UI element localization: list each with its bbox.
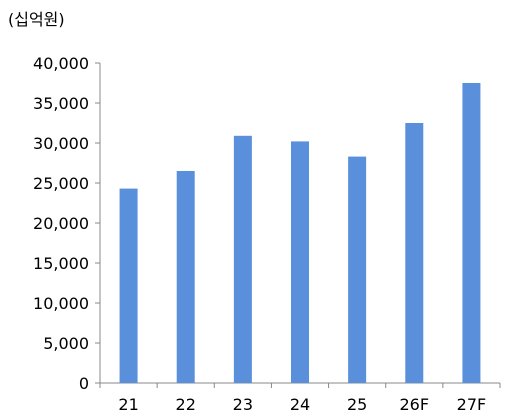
bar-24 (291, 141, 309, 383)
bar-25 (348, 156, 367, 383)
bar-23 (233, 135, 252, 383)
y-tick-label: 25,000 (33, 174, 89, 193)
x-tick-label: 24 (290, 395, 310, 414)
y-tick-label: 10,000 (33, 294, 89, 313)
y-tick-label: 35,000 (33, 94, 89, 113)
y-tick-label: 40,000 (33, 54, 89, 73)
x-tick-label: 26F (400, 395, 430, 414)
y-tick-label: 20,000 (33, 214, 89, 233)
unit-label: (십억원) (8, 10, 65, 29)
x-tick-label: 22 (176, 395, 196, 414)
bar-21 (119, 188, 138, 383)
y-tick-label: 5,000 (43, 334, 89, 353)
y-tick-label: 0 (79, 374, 89, 393)
x-tick-label: 23 (233, 395, 253, 414)
bars (119, 83, 481, 383)
x-tick-label: 27F (457, 395, 487, 414)
y-tick-labels: 0 5,000 10,000 15,000 20,000 25,000 30,000 35,0… (33, 54, 89, 393)
bar-22 (176, 171, 195, 383)
bar-27F (462, 83, 481, 383)
x-tick-label: 25 (347, 395, 367, 414)
y-tick-label: 30,000 (33, 134, 89, 153)
y-tick-label: 15,000 (33, 254, 89, 273)
bar-26F (405, 123, 424, 383)
x-tick-labels: 21 22 23 24 25 26F 27F (118, 395, 486, 414)
x-tick-label: 21 (118, 395, 138, 414)
